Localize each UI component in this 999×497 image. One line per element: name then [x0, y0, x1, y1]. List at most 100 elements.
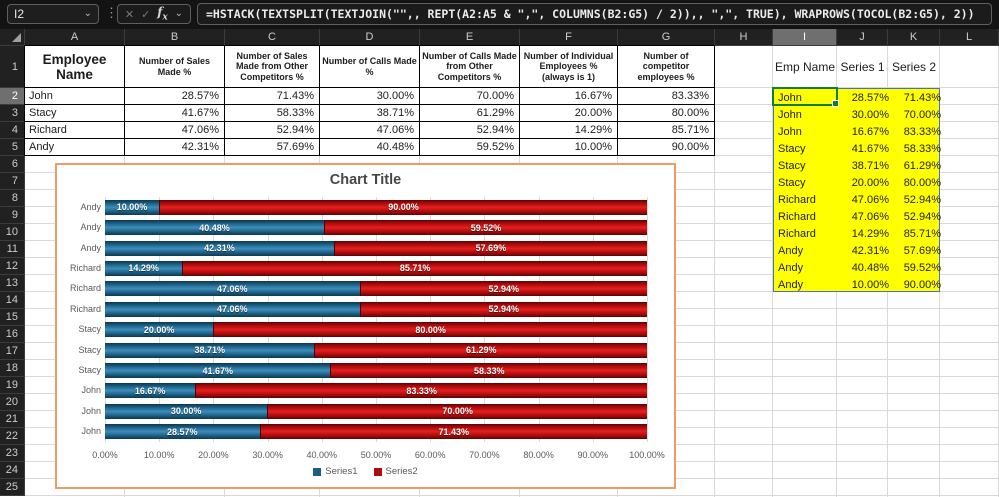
bar-segment-series2[interactable]: 52.94%	[359, 301, 647, 317]
enter-icon[interactable]: ✓	[141, 8, 151, 21]
table-cell[interactable]: Richard	[25, 122, 125, 139]
bar-row[interactable]: 41.67% 58.33%	[105, 363, 647, 379]
spill-cell[interactable]: 38.71%	[851, 159, 889, 172]
row-header-7[interactable]: 7	[0, 173, 25, 190]
bar-segment-series1[interactable]: 47.06%	[105, 281, 360, 297]
spill-result-range[interactable]: John 28.57% 71.43% John 30.00% 70.00% John 16.6…	[773, 88, 941, 292]
table-cell[interactable]: 28.57%	[125, 88, 225, 105]
stacked-bar-chart[interactable]: Chart Title 0.00% 10.00% 20.00% 30.00% 40.00…	[55, 163, 676, 489]
spill-cell[interactable]: Richard	[778, 193, 816, 206]
row-header-16[interactable]: 16	[0, 326, 25, 343]
bar-segment-series2[interactable]: 57.69%	[333, 240, 647, 256]
row-header-8[interactable]: 8	[0, 190, 25, 207]
table-cell[interactable]: 59.52%	[420, 139, 520, 156]
spill-cell[interactable]: Andy	[778, 278, 804, 291]
spill-cell[interactable]: 58.33%	[903, 142, 941, 155]
spill-cell[interactable]: 90.00%	[903, 278, 941, 291]
spill-cell[interactable]: 16.67%	[851, 125, 889, 138]
spill-cell[interactable]: 59.52%	[903, 261, 941, 274]
spill-cell[interactable]: John	[778, 125, 802, 138]
row-header-19[interactable]: 19	[0, 377, 25, 394]
table-cell[interactable]: 40.48%	[320, 139, 420, 156]
spill-cell[interactable]: 14.29%	[851, 227, 889, 240]
table-cell[interactable]: 58.33%	[225, 105, 320, 122]
column-header-l[interactable]: L	[940, 29, 999, 46]
bar-row[interactable]: 38.71% 61.29%	[105, 342, 647, 358]
bar-row[interactable]: 14.29% 85.71%	[105, 260, 647, 276]
cancel-icon[interactable]: ✕	[124, 8, 135, 21]
row-header-6[interactable]: 6	[0, 156, 25, 173]
bar-segment-series1[interactable]: 14.29%	[105, 260, 183, 276]
bar-row[interactable]: 40.48% 59.52%	[105, 220, 647, 236]
row-header-11[interactable]: 11	[0, 241, 25, 258]
bar-segment-series1[interactable]: 40.48%	[105, 220, 324, 236]
select-all-corner[interactable]	[0, 29, 25, 46]
more-options-icon[interactable]: ⋮	[105, 5, 118, 20]
bar-row[interactable]: 30.00% 70.00%	[105, 403, 647, 419]
spill-cell[interactable]: 70.00%	[903, 108, 941, 121]
table-cell[interactable]: 80.00%	[618, 105, 715, 122]
table-cell[interactable]: 47.06%	[320, 122, 420, 139]
insert-function-icon[interactable]: fx	[157, 5, 168, 23]
row-header-12[interactable]: 12	[0, 258, 25, 275]
spill-cell[interactable]: Andy	[778, 261, 804, 274]
table-cell[interactable]: 41.67%	[125, 105, 225, 122]
table-cell[interactable]: 16.67%	[520, 88, 618, 105]
spill-cell[interactable]: 40.48%	[851, 261, 889, 274]
table-cell[interactable]: 14.29%	[520, 122, 618, 139]
column-header-b[interactable]: B	[125, 29, 225, 46]
table-cell[interactable]: 90.00%	[618, 139, 715, 156]
bar-segment-series1[interactable]: 38.71%	[105, 342, 315, 358]
spill-cell[interactable]: 10.00%	[851, 278, 889, 291]
spill-cell[interactable]: 47.06%	[851, 210, 889, 223]
table-cell[interactable]: 42.31%	[125, 139, 225, 156]
legend-item[interactable]: Series1	[313, 466, 358, 477]
column-header-j[interactable]: J	[837, 29, 888, 46]
column-header-a[interactable]: A	[25, 29, 125, 46]
bar-segment-series1[interactable]: 47.06%	[105, 301, 360, 317]
spill-cell[interactable]: Andy	[778, 244, 804, 257]
row-header-2[interactable]: 2	[0, 88, 25, 105]
bar-row[interactable]: 20.00% 80.00%	[105, 322, 647, 338]
spill-cell[interactable]: 52.94%	[903, 193, 941, 206]
table-cell[interactable]: 85.71%	[618, 122, 715, 139]
bar-segment-series2[interactable]: 71.43%	[259, 424, 647, 440]
column-header-h[interactable]: H	[715, 29, 773, 46]
row-header-17[interactable]: 17	[0, 343, 25, 360]
table-cell[interactable]: 83.33%	[618, 88, 715, 105]
row-header-15[interactable]: 15	[0, 309, 25, 326]
bar-row[interactable]: 28.57% 71.43%	[105, 424, 647, 440]
row-header-24[interactable]: 24	[0, 462, 25, 479]
bar-segment-series2[interactable]: 90.00%	[159, 199, 647, 215]
spill-cell[interactable]: 85.71%	[903, 227, 941, 240]
table-header-cell[interactable]: Number of Sales Made %	[125, 46, 225, 88]
table-cell[interactable]: John	[25, 88, 125, 105]
bar-segment-series2[interactable]: 70.00%	[267, 403, 647, 419]
row-header-20[interactable]: 20	[0, 394, 25, 411]
table-header-cell[interactable]: Number of Calls Made %	[320, 46, 420, 88]
table-cell[interactable]: 70.00%	[420, 88, 520, 105]
table-cell[interactable]: 61.29%	[420, 105, 520, 122]
spill-header-2[interactable]: Series 1	[840, 60, 885, 74]
spill-cell[interactable]: John	[778, 91, 802, 104]
row-header-22[interactable]: 22	[0, 428, 25, 445]
table-cell[interactable]: 52.94%	[225, 122, 320, 139]
bar-row[interactable]: 47.06% 52.94%	[105, 301, 647, 317]
spill-cell[interactable]: 41.67%	[851, 142, 889, 155]
spill-cell[interactable]: 42.31%	[851, 244, 889, 257]
bar-segment-series1[interactable]: 20.00%	[105, 322, 214, 338]
column-header-g[interactable]: G	[618, 29, 715, 46]
spill-cell[interactable]: John	[778, 108, 802, 121]
spill-header-1[interactable]: Emp Name	[774, 60, 836, 74]
table-header-cell[interactable]: Employee Name	[25, 46, 125, 88]
row-header-13[interactable]: 13	[0, 275, 25, 292]
column-header-f[interactable]: F	[520, 29, 618, 46]
table-cell[interactable]: 57.69%	[225, 139, 320, 156]
spill-cell[interactable]: 83.33%	[903, 125, 941, 138]
spill-cell[interactable]: 52.94%	[903, 210, 941, 223]
table-cell[interactable]: 20.00%	[520, 105, 618, 122]
table-cell[interactable]: 71.43%	[225, 88, 320, 105]
active-cell-selection[interactable]	[772, 87, 839, 107]
row-header-18[interactable]: 18	[0, 360, 25, 377]
bar-row[interactable]: 10.00% 90.00%	[105, 199, 647, 215]
